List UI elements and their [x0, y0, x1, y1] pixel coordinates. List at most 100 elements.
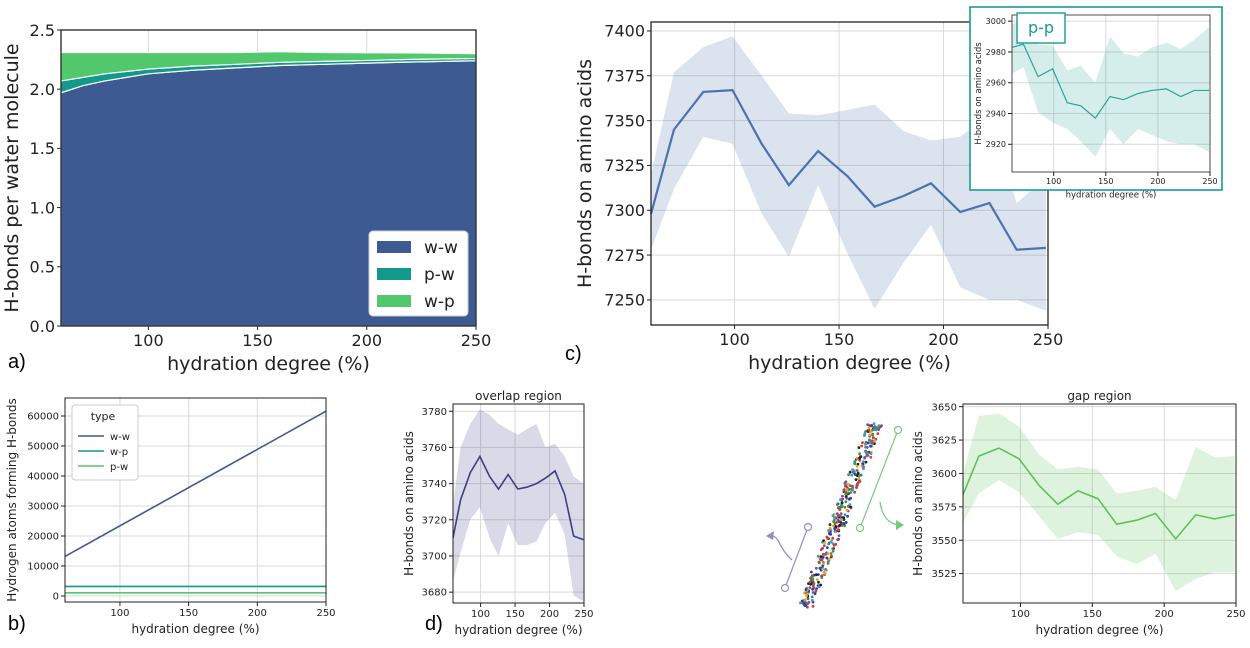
- chart-b: 100 150 200 250 0 10000 20000 30000 40000 50000 60…: [5, 397, 336, 636]
- x-axis-label: hydration degree (%): [167, 353, 370, 375]
- x-tick-label: 250: [574, 609, 593, 620]
- y-tick-label: 20000: [27, 532, 59, 543]
- scatter-point: [860, 444, 864, 448]
- x-tick-label: 200: [248, 608, 267, 619]
- scatter-point: [837, 514, 841, 517]
- scatter-point: [852, 470, 856, 474]
- scatter-point: [835, 503, 839, 506]
- x-tick-label: 100: [1046, 177, 1061, 186]
- scatter-point: [829, 552, 833, 555]
- scatter-point: [808, 586, 812, 589]
- scatter-point: [869, 452, 873, 456]
- chart-d-gap: 100 150 200 250 3525 3550 3575 3600 3625 3650 hydr…: [911, 389, 1246, 637]
- scatter-point: [824, 553, 827, 556]
- scatter-point: [849, 505, 853, 509]
- scatter-point: [880, 424, 883, 427]
- scatter-point: [803, 591, 806, 595]
- line-series-w-w: [64, 410, 327, 558]
- scatter-point: [855, 464, 859, 468]
- y-tick-label: 40000: [27, 472, 59, 483]
- y-tick-label: 2920: [986, 140, 1006, 149]
- inset-title: p-p: [1028, 18, 1054, 37]
- y-tick-label: 30000: [27, 502, 59, 513]
- scatter-point: [844, 480, 848, 484]
- y-tick-label: 1.5: [30, 139, 55, 158]
- gap-marker-end: [855, 523, 865, 533]
- x-tick-label: 150: [1098, 177, 1113, 186]
- chart-title: overlap region: [475, 389, 562, 403]
- gap-marker-line: [859, 429, 899, 529]
- scatter-point: [802, 602, 806, 605]
- scatter-point: [833, 527, 837, 531]
- y-tick-label: 7275: [604, 246, 645, 265]
- scatter-point: [861, 462, 865, 466]
- scatter-point: [828, 531, 831, 535]
- scatter-point: [826, 562, 830, 565]
- confidence-band: [651, 36, 1046, 311]
- panel-letter-c: c): [565, 343, 582, 365]
- scatter-point: [816, 554, 820, 558]
- line-series-c-inset: [1011, 43, 1209, 120]
- y-tick-label: 3740: [422, 479, 447, 490]
- scatter-point: [839, 504, 843, 507]
- scatter-point: [821, 546, 824, 550]
- x-tick-label: 150: [824, 330, 855, 349]
- legend-label: p-w: [424, 265, 455, 285]
- scatter-point: [865, 446, 869, 449]
- y-tick-label: 1.0: [30, 198, 55, 217]
- y-axis-label: H-bonds on amino acids: [911, 431, 925, 576]
- y-tick-label: 0.5: [30, 258, 55, 277]
- scatter-point: [831, 549, 835, 553]
- y-tick-label: 3650: [932, 402, 957, 413]
- scatter-point: [873, 439, 877, 443]
- y-axis-label: H-bonds on amino acids: [574, 59, 596, 288]
- scatter-point: [849, 496, 852, 500]
- scatter-point: [827, 542, 830, 546]
- scatter-point: [819, 555, 823, 558]
- x-axis-label: hydration degree (%): [1035, 623, 1163, 637]
- scatter-point: [874, 428, 877, 432]
- x-tick-label: 100: [110, 608, 129, 619]
- scatter-point: [856, 471, 860, 475]
- x-tick-label: 250: [1033, 330, 1064, 349]
- x-tick-label: 250: [461, 331, 492, 350]
- legend-label: w-p: [424, 292, 455, 312]
- scatter-point: [844, 500, 848, 504]
- scatter-point: [845, 496, 849, 500]
- scatter-point: [857, 480, 861, 484]
- x-tick-label: 200: [352, 331, 383, 350]
- scatter-point: [830, 554, 833, 558]
- x-tick-label: 100: [719, 330, 750, 349]
- x-tick-label: 150: [1083, 609, 1102, 620]
- y-tick-label: 2960: [986, 79, 1006, 88]
- scatter-point: [826, 552, 830, 555]
- gap-arrow-head: [896, 520, 904, 530]
- scatter-point: [828, 523, 832, 526]
- scatter-point: [829, 540, 833, 544]
- scatter-point: [857, 477, 861, 480]
- y-tick-label: 3525: [932, 569, 957, 580]
- scatter-point: [831, 536, 835, 540]
- scatter-point: [867, 428, 871, 432]
- scatter-point: [843, 488, 846, 491]
- scatter-point: [811, 583, 815, 587]
- plot-frame: [64, 397, 327, 603]
- y-axis-label: H-bonds on amino acids: [974, 42, 984, 145]
- scatter-point: [877, 424, 881, 427]
- x-tick-label: 150: [242, 331, 273, 350]
- overlap-arrow-head: [766, 531, 774, 540]
- y-axis-label: Hydrogen atoms forming H-bonds: [5, 398, 19, 601]
- scatter-point: [810, 595, 814, 599]
- y-tick-label: 3720: [422, 515, 447, 526]
- scatter-point: [809, 570, 813, 574]
- x-tick-label: 150: [179, 608, 198, 619]
- scatter-point: [846, 514, 849, 518]
- scatter-point: [835, 512, 839, 515]
- scatter-point: [857, 446, 861, 449]
- plot-area: [453, 404, 584, 603]
- scatter-point: [842, 522, 846, 525]
- scatter-point: [823, 572, 827, 575]
- chart-a: 100 150 200 250 0.0 0.5 1.0 1.5 2.0 2.5 hydration …: [1, 21, 491, 375]
- scatter-point: [814, 588, 818, 591]
